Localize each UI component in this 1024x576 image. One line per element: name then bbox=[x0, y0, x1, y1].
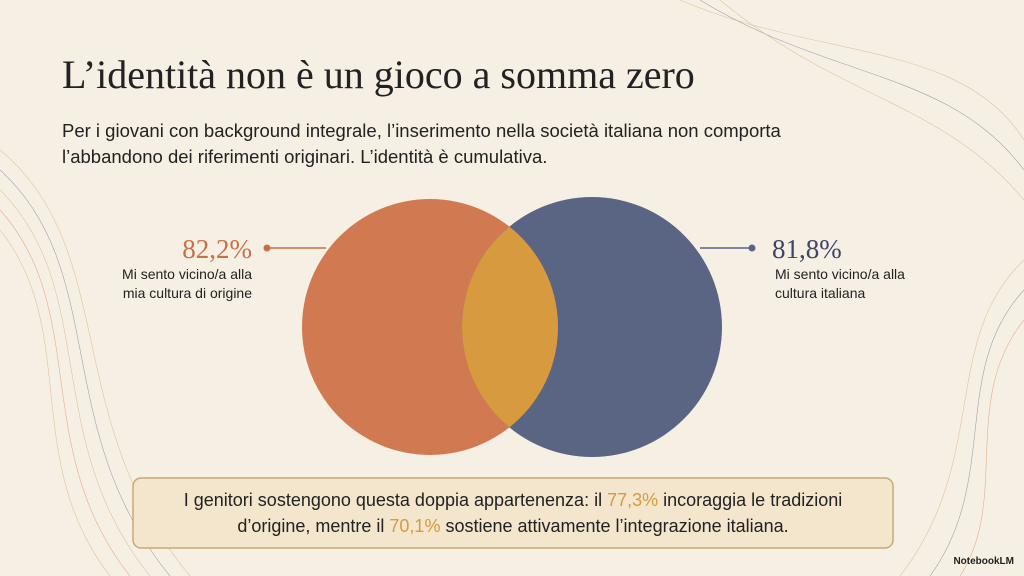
subtitle: Per i giovani con background integrale, … bbox=[62, 120, 782, 141]
right-label: Mi sento vicino/a alla bbox=[775, 266, 905, 282]
callout-text: sostiene attivamente l’integrazione ital… bbox=[440, 516, 788, 536]
callout-text: d’origine, mentre il bbox=[237, 516, 389, 536]
callout-box bbox=[132, 477, 894, 549]
left-label: mia cultura di origine bbox=[123, 285, 252, 301]
subtitle: l’abbandono dei riferimenti originari. L… bbox=[62, 146, 547, 167]
right-label: cultura italiana bbox=[775, 285, 865, 301]
title: L’identità non è un gioco a somma zero bbox=[62, 52, 695, 97]
callout-text: incoraggia le tradizioni bbox=[658, 490, 842, 510]
callout-line: d’origine, mentre il 70,1% sostiene atti… bbox=[237, 516, 788, 536]
callout-highlight: 77,3% bbox=[607, 490, 658, 510]
connector-dot bbox=[263, 244, 271, 252]
right-value: 81,8% bbox=[772, 234, 842, 264]
left-label: Mi sento vicino/a alla bbox=[122, 266, 252, 282]
brand: NotebookLM bbox=[953, 556, 1014, 567]
callout-highlight: 70,1% bbox=[389, 516, 440, 536]
callout-text: I genitori sostengono questa doppia appa… bbox=[184, 490, 607, 510]
callout-line: I genitori sostengono questa doppia appa… bbox=[184, 490, 842, 510]
left-value: 82,2% bbox=[182, 234, 252, 264]
venn-overlap bbox=[462, 199, 558, 455]
connector-dot bbox=[748, 244, 756, 252]
